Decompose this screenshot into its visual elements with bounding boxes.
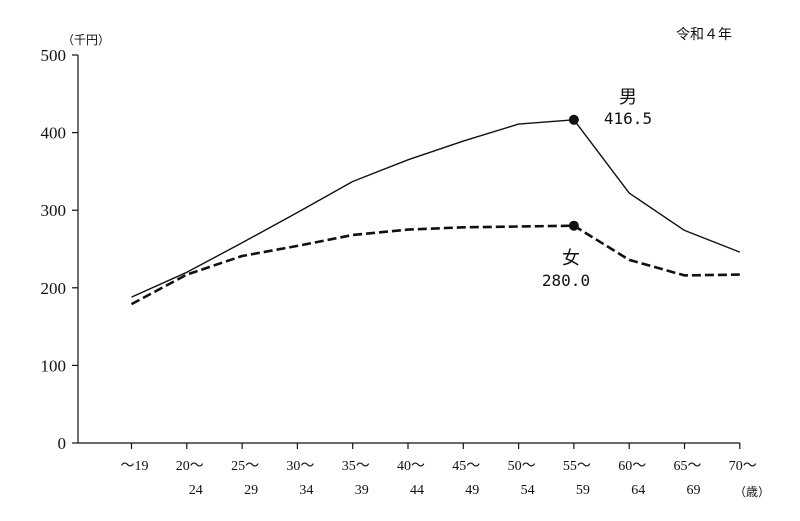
x-tick-label: 50～ — [508, 459, 536, 474]
y-tick-label: 100 — [41, 356, 67, 375]
series-value-label: 416.5 — [604, 109, 652, 128]
series-line-female — [130, 224, 740, 306]
x-axis-ticks: ～19 20～ 24 25～ 29 30～ 34 35～ 39 40～ 44 45～ 49 50～ 54 55… — [121, 443, 757, 498]
x-tick-label: 45～ — [452, 459, 480, 474]
highlight-point-female — [568, 220, 579, 231]
x-tick-label-line2: 49 — [465, 483, 479, 498]
highlight-point-male — [568, 114, 579, 125]
series-line-male — [131, 119, 741, 298]
x-axis-unit-label: （歳） — [734, 485, 770, 499]
x-tick-label-line2: 69 — [687, 483, 701, 498]
y-tick-label: 500 — [41, 46, 67, 65]
x-tick-label: 30～ — [286, 459, 314, 474]
x-tick-label-line2: 24 — [189, 483, 203, 498]
x-tick-label: 65～ — [674, 459, 702, 474]
x-tick-label: 70～ — [729, 459, 757, 474]
x-tick-label-line2: 44 — [410, 483, 424, 498]
x-tick-label-line2: 54 — [521, 483, 535, 498]
x-tick-label-line2: 29 — [244, 483, 258, 498]
y-tick-label: 0 — [58, 434, 67, 453]
series-name-label: 女 — [562, 248, 580, 268]
y-tick-label: 300 — [41, 201, 67, 220]
series-name-label: 男 — [619, 87, 637, 107]
y-axis-ticks: 0 100 200 300 400 500 — [41, 46, 78, 453]
x-tick-label-line2: 59 — [576, 483, 590, 498]
chart-title: 令和４年 — [676, 27, 732, 43]
x-tick-label-line2: 64 — [631, 483, 645, 498]
x-tick-label: 40～ — [397, 459, 425, 474]
x-tick-label: 55～ — [563, 459, 591, 474]
x-tick-label: 25～ — [231, 459, 259, 474]
x-tick-label: ～19 — [121, 459, 149, 474]
x-tick-label-line2: 39 — [355, 483, 369, 498]
x-tick-label: 20～ — [176, 459, 204, 474]
x-tick-label-line2: 34 — [299, 483, 313, 498]
y-tick-label: 400 — [41, 124, 67, 143]
x-tick-label: 60～ — [618, 459, 646, 474]
series-layer: 男 416.5 女 280.0 — [130, 87, 741, 306]
x-tick-label: 35～ — [342, 459, 370, 474]
y-tick-label: 200 — [41, 279, 67, 298]
series-value-label: 280.0 — [542, 271, 590, 290]
y-axis-unit-label: （千円） — [62, 33, 110, 47]
